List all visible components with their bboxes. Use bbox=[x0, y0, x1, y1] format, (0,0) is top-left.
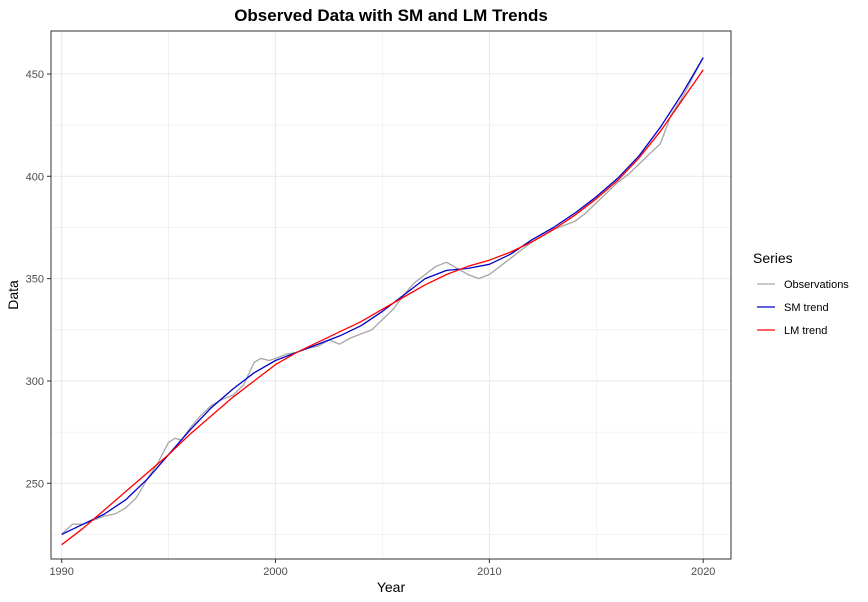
legend-title: Series bbox=[753, 250, 793, 266]
y-tick-label: 400 bbox=[26, 171, 44, 183]
grid-major bbox=[51, 31, 731, 559]
plot-panel bbox=[50, 30, 732, 560]
y-tick-label: 250 bbox=[26, 478, 44, 490]
y-tick-label: 350 bbox=[26, 274, 44, 286]
legend-label-observations: Observations bbox=[784, 279, 849, 291]
plot-border bbox=[50, 30, 732, 560]
grid-minor bbox=[51, 31, 731, 559]
chart-title: Observed Data with SM and LM Trends bbox=[234, 6, 548, 25]
x-tick-label: 2020 bbox=[691, 566, 715, 578]
x-tick-label: 2000 bbox=[263, 566, 287, 578]
y-tick-label: 300 bbox=[26, 376, 44, 388]
legend-items: Observations SM trend LM trend bbox=[757, 279, 849, 337]
y-axis-title: Data bbox=[5, 280, 21, 310]
series-line-lm-trend bbox=[61, 69, 704, 546]
x-axis: 1990 2000 2010 2020 bbox=[49, 559, 715, 578]
legend: Series Observations SM trend LM trend bbox=[753, 250, 849, 337]
legend-item-sm-trend: SM trend bbox=[757, 302, 829, 314]
legend-item-observations: Observations bbox=[757, 279, 849, 291]
x-axis-title: Year bbox=[377, 579, 406, 595]
plot-background bbox=[51, 31, 731, 559]
y-tick-label: 450 bbox=[26, 69, 44, 81]
x-tick-label: 2010 bbox=[477, 566, 501, 578]
legend-label-sm-trend: SM trend bbox=[784, 302, 829, 314]
x-tick-label: 1990 bbox=[49, 566, 73, 578]
legend-label-lm-trend: LM trend bbox=[784, 325, 827, 337]
legend-item-lm-trend: LM trend bbox=[757, 325, 827, 337]
y-axis: 250 300 350 400 450 bbox=[26, 69, 51, 490]
series-line-observations bbox=[61, 57, 704, 535]
series-layer bbox=[61, 57, 704, 546]
